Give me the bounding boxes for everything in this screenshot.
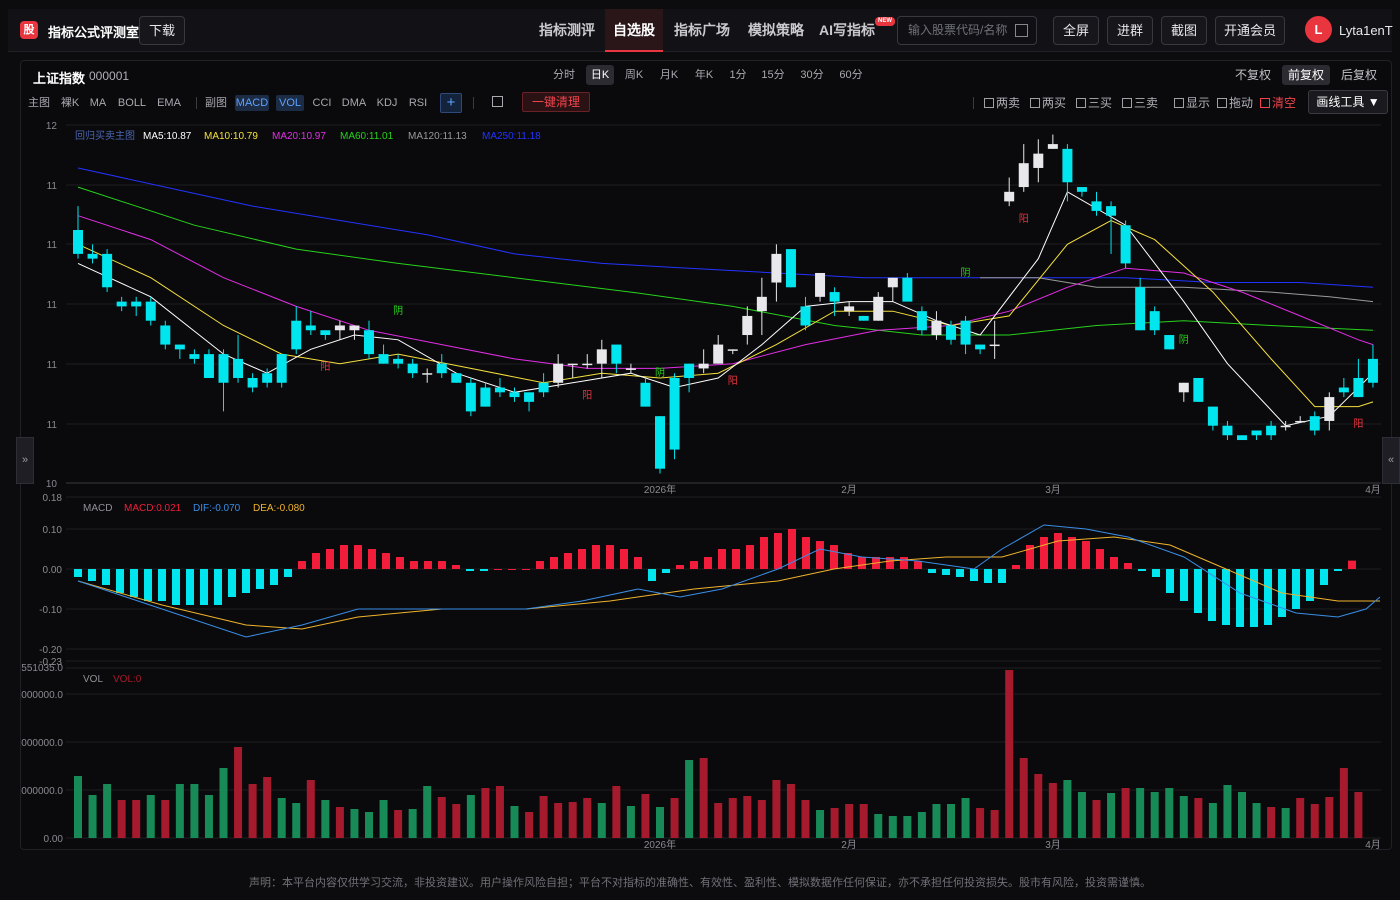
nav-ai-write[interactable]: AI写指标 bbox=[819, 22, 875, 38]
avatar[interactable]: L bbox=[1305, 16, 1332, 43]
indicator-toolbar: 主图 裸K MA BOLL EMA 副图 MACD VOL CCI DMA KD… bbox=[21, 90, 1393, 115]
divider bbox=[973, 97, 974, 109]
checkbox-icon bbox=[1076, 98, 1086, 108]
period-1min[interactable]: 1分 bbox=[729, 69, 747, 81]
checkbox-icon bbox=[1030, 98, 1040, 108]
new-badge: NEW bbox=[875, 17, 895, 26]
reset-icon[interactable] bbox=[492, 96, 503, 107]
period-timeshare[interactable]: 分时 bbox=[553, 69, 575, 81]
toggle-clear[interactable]: 清空 bbox=[1260, 95, 1296, 111]
toggle-show[interactable]: 显示 bbox=[1174, 95, 1210, 111]
top-bar: 股 指标公式评测室 下载 指标测评 自选股 指标广场 模拟策略 AI写指标 NE… bbox=[8, 9, 1393, 52]
disclaimer: 声明：本平台内容仅供学习交流，非投资建议。用户操作风险自担；平台不对指标的准确性… bbox=[249, 877, 1151, 889]
ind-sub[interactable]: 副图 bbox=[205, 97, 227, 109]
ind-rsi[interactable]: RSI bbox=[408, 97, 428, 109]
ind-cci[interactable]: CCI bbox=[312, 97, 332, 109]
checkbox-icon bbox=[1260, 98, 1270, 108]
nav-sim-strategy[interactable]: 模拟策略 bbox=[748, 22, 804, 38]
adjust-backward[interactable]: 后复权 bbox=[1340, 68, 1377, 82]
toggle-two-buy[interactable]: 两买 bbox=[1030, 95, 1066, 111]
expand-right-button[interactable]: « bbox=[1382, 437, 1400, 484]
divider bbox=[196, 97, 197, 109]
checkbox-icon bbox=[1122, 98, 1132, 108]
period-30min[interactable]: 30分 bbox=[800, 69, 824, 81]
stock-code: 000001 bbox=[89, 69, 130, 83]
add-indicator-button[interactable]: + bbox=[440, 93, 462, 113]
ind-ema[interactable]: EMA bbox=[157, 97, 181, 109]
close-icon[interactable] bbox=[1015, 24, 1028, 37]
ind-ma[interactable]: MA bbox=[89, 97, 107, 109]
period-monthly[interactable]: 月K bbox=[659, 69, 679, 81]
join-group-button[interactable]: 进群 bbox=[1107, 16, 1153, 45]
adjust-none[interactable]: 不复权 bbox=[1234, 68, 1271, 82]
clear-all-button[interactable]: 一键清理 bbox=[522, 92, 590, 112]
ind-main[interactable]: 主图 bbox=[28, 97, 50, 109]
screenshot-button[interactable]: 截图 bbox=[1161, 16, 1207, 45]
ind-vol[interactable]: VOL bbox=[276, 95, 304, 111]
fullscreen-button[interactable]: 全屏 bbox=[1053, 16, 1099, 45]
stock-search-input[interactable]: 输入股票代码/名称 bbox=[897, 16, 1037, 45]
divider bbox=[473, 97, 474, 109]
username[interactable]: Lyta1enT bbox=[1339, 23, 1393, 38]
membership-button[interactable]: 开通会员 bbox=[1215, 16, 1285, 45]
nav-indicator-review[interactable]: 指标测评 bbox=[539, 22, 595, 38]
chart-panel: 上证指数 000001 分时 日K 周K 月K 年K 1分 15分 30分 60… bbox=[20, 60, 1392, 850]
checkbox-icon bbox=[1174, 98, 1184, 108]
ind-kdj[interactable]: KDJ bbox=[376, 97, 398, 109]
nav-indicator-square[interactable]: 指标广场 bbox=[674, 22, 730, 38]
period-weekly[interactable]: 周K bbox=[624, 69, 644, 81]
period-60min[interactable]: 60分 bbox=[839, 69, 863, 81]
expand-left-button[interactable]: » bbox=[16, 437, 34, 484]
ind-boll[interactable]: BOLL bbox=[117, 97, 147, 109]
ind-dma[interactable]: DMA bbox=[341, 97, 367, 109]
adjust-forward[interactable]: 前复权 bbox=[1282, 65, 1330, 85]
chart-header: 上证指数 000001 分时 日K 周K 月K 年K 1分 15分 30分 60… bbox=[21, 61, 1393, 89]
nav-watchlist[interactable]: 自选股 bbox=[605, 9, 663, 52]
toggle-three-sell[interactable]: 三卖 bbox=[1122, 95, 1158, 111]
search-placeholder: 输入股票代码/名称 bbox=[908, 23, 1008, 37]
stock-name: 上证指数 bbox=[33, 71, 86, 86]
toggle-drag[interactable]: 拖动 bbox=[1217, 95, 1253, 111]
checkbox-icon bbox=[984, 98, 994, 108]
period-daily[interactable]: 日K bbox=[586, 65, 614, 85]
app-logo: 股 bbox=[20, 21, 38, 39]
checkbox-icon bbox=[1217, 98, 1227, 108]
toggle-three-buy[interactable]: 三买 bbox=[1076, 95, 1112, 111]
download-button[interactable]: 下载 bbox=[139, 16, 185, 45]
period-15min[interactable]: 15分 bbox=[761, 69, 785, 81]
ind-bare-k[interactable]: 裸K bbox=[60, 97, 80, 109]
draw-tools-dropdown[interactable]: 画线工具 ▼ bbox=[1308, 90, 1388, 114]
ind-macd[interactable]: MACD bbox=[235, 95, 269, 111]
toggle-two-sell[interactable]: 两卖 bbox=[984, 95, 1020, 111]
period-yearly[interactable]: 年K bbox=[694, 69, 714, 81]
app-title: 指标公式评测室 bbox=[48, 25, 140, 40]
